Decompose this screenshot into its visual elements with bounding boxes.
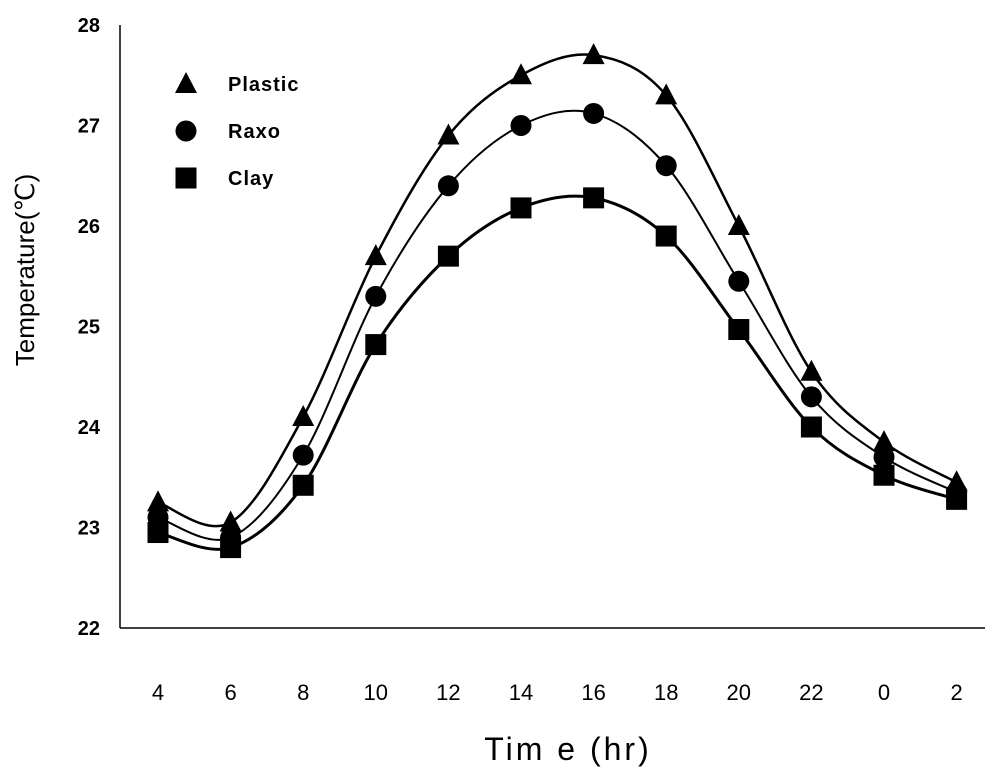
x-tick-label: 12 [436,680,460,705]
legend-item-raxo: Raxo [175,120,281,143]
series-clay [147,187,968,559]
x-tick-label: 22 [799,680,823,705]
legend-marker-raxo [175,120,197,142]
data-point-clay [510,197,532,219]
data-point-plastic [655,83,678,105]
data-point-clay [655,225,677,247]
legend-marker-clay [175,167,197,189]
series-line-clay [157,194,958,551]
y-tick-label: 24 [78,417,101,439]
axes: 22 23 24 25 26 27 28 4 6 8 10 12 14 16 18 20 22 0 2 [78,15,985,705]
data-point-clay [946,488,968,510]
x-tick-label: 20 [727,680,751,705]
data-point-clay [437,245,459,267]
data-point-plastic [292,404,315,426]
x-tick-label: 6 [224,680,236,705]
legend-item-clay: Clay [175,167,274,190]
x-tick-label: 16 [581,680,605,705]
y-tick-label: 23 [78,518,100,540]
data-point-raxo [583,102,605,124]
y-tick-label: 27 [78,116,100,138]
series-layer [147,43,968,559]
data-point-clay [365,334,387,356]
data-point-raxo [292,444,314,466]
data-point-plastic [147,490,169,512]
data-point-clay [873,464,895,486]
series-plastic [147,43,968,532]
legend-item-plastic: Plastic [175,72,299,96]
legend: Plastic Raxo Clay [175,72,299,190]
data-point-clay [292,474,314,496]
data-point-clay [583,187,605,209]
data-point-raxo [365,285,387,307]
x-axis-title: Tim e (hr) [484,731,651,767]
data-point-plastic [800,359,823,381]
data-point-plastic [727,214,750,235]
y-tick-label: 28 [78,15,100,37]
x-tick-label: 0 [878,680,890,705]
y-tick-label: 26 [78,216,100,238]
x-tick-label: 14 [509,680,533,705]
legend-marker-plastic [175,72,197,93]
data-point-plastic [873,430,895,452]
data-point-clay [147,522,169,544]
y-tick-label: 25 [78,317,100,339]
x-tick-label: 8 [297,680,309,705]
data-point-plastic [582,43,605,65]
x-tick-label: 18 [654,680,678,705]
data-point-raxo [510,115,532,136]
x-tick-label: 10 [364,680,388,705]
data-point-plastic [364,244,387,266]
legend-label: Plastic [228,74,299,96]
data-point-raxo [800,386,822,408]
data-point-raxo [728,270,750,292]
legend-label: Clay [228,168,274,190]
x-tick-label: 2 [950,680,962,705]
data-point-plastic [437,123,460,145]
x-tick-label: 4 [152,680,164,705]
data-point-clay [728,319,750,341]
data-point-raxo [873,446,895,468]
data-point-raxo [437,175,459,197]
y-tick-label: 22 [78,618,100,640]
y-axis-title: Temperature(℃) [10,174,40,366]
data-point-raxo [655,155,677,177]
data-point-plastic [219,510,242,532]
series-line-raxo [157,109,958,541]
data-point-plastic [510,63,532,85]
data-point-clay [220,537,242,559]
data-point-clay [800,416,822,438]
legend-label: Raxo [228,121,281,143]
